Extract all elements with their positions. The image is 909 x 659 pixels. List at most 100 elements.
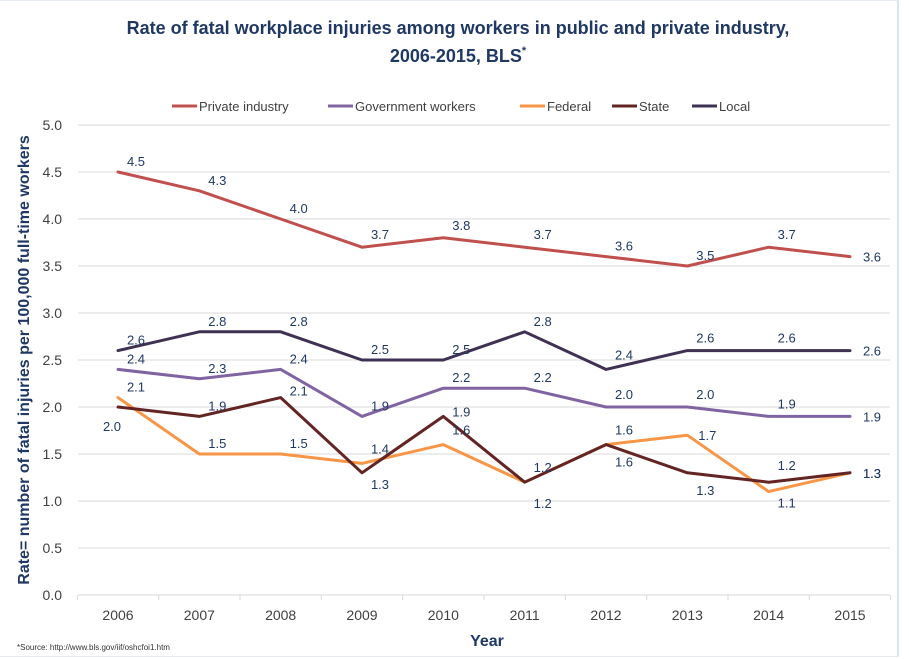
chart-title-line2-text: 2006-2015, BLS [390,46,522,66]
data-label: 2.2 [452,370,470,385]
data-label: 1.4 [371,441,389,456]
data-label: 2.6 [778,331,796,346]
y-tick-label: 2.5 [43,352,63,368]
x-tick-label: 2013 [672,607,703,623]
series-lines [116,170,852,494]
data-label: 3.6 [863,250,881,265]
x-tick-label: 2015 [834,607,865,623]
data-label: 3.7 [534,227,552,242]
x-tick-label: 2008 [265,607,296,623]
data-labels: 4.5 4.3 4.0 3.7 3.8 3.7 3.6 3.5 3.7 3.6 2.4 2.3 2.4 1… [103,154,881,511]
data-label: 2.4 [127,351,145,366]
data-label: 3.6 [615,239,633,254]
legend-item: Federal [520,99,591,114]
legend-item: State [612,99,669,114]
source-note: *Source: http://www.bls.gov/iif/oshcfoi1… [17,643,170,652]
chart-title-superscript: * [522,45,527,57]
data-label: 2.6 [863,344,881,359]
data-label: 2.1 [290,384,308,399]
data-label: 3.5 [696,248,714,263]
data-label: 1.9 [778,396,796,411]
y-tick-label: 1.5 [43,446,63,462]
series-line-federal [116,396,852,494]
x-axis-title: Year [470,633,504,650]
data-label: 2.0 [696,387,714,402]
data-label: 2.4 [615,347,633,362]
data-label: 2.6 [696,331,714,346]
chart-title-line2: 2006-2015, BLS* [390,45,527,66]
data-label: 1.6 [615,455,633,470]
data-label: 4.3 [208,173,226,188]
data-label: 2.2 [534,370,552,385]
data-label: 1.2 [778,458,796,473]
x-tick-label: 2014 [753,607,784,623]
data-label: 1.5 [290,436,308,451]
y-tick-label: 0.5 [43,540,63,556]
data-label: 1.1 [778,496,796,511]
data-label: 1.6 [452,423,470,438]
data-label: 1.3 [863,466,881,481]
x-tick-label: 2010 [428,607,459,623]
y-tick-label: 5.0 [43,117,63,133]
legend-label: State [639,99,669,114]
y-tick-label: 1.0 [43,493,63,509]
data-label: 1.3 [371,477,389,492]
x-tick-label: 2012 [590,607,621,623]
data-label: 2.0 [103,419,121,434]
legend-item: Local [692,99,750,114]
y-axis-title: Rate= number of fatal injuries per 100,0… [16,135,33,585]
legend-label: Local [719,99,750,114]
y-tick-label: 2.0 [43,399,63,415]
series-line-local [116,330,852,371]
data-label: 4.5 [127,154,145,169]
y-tick-label: 3.5 [43,258,63,274]
data-label: 1.2 [534,496,552,511]
data-label: 1.9 [452,404,470,419]
data-label: 2.8 [208,314,226,329]
data-label: 1.5 [208,436,226,451]
data-label: 1.9 [208,398,226,413]
data-label: 2.8 [534,314,552,329]
legend-label: Private industry [199,99,289,114]
x-tick-label: 2007 [184,607,215,623]
data-label: 2.0 [615,387,633,402]
data-label: 1.6 [615,423,633,438]
data-label: 2.3 [208,361,226,376]
legend-label: Government workers [355,99,476,114]
data-label: 1.3 [696,483,714,498]
data-label: 1.9 [371,398,389,413]
legend-item: Private industry [172,99,289,114]
x-tick-label: 2011 [510,607,540,623]
x-axis-ticks: 2006 2007 2008 2009 2010 2011 2012 2013 2014 2015 [76,595,892,623]
data-label: 2.5 [452,342,470,357]
data-label: 1.3 [863,466,881,481]
x-tick-label: 2009 [346,607,377,623]
chart-title-line1: Rate of fatal workplace injuries among w… [127,18,790,38]
data-label: 3.7 [778,227,796,242]
y-tick-label: 3.0 [43,305,63,321]
data-label: 2.8 [290,314,308,329]
legend-label: Federal [547,99,591,114]
x-tick-label: 2006 [102,607,133,623]
data-label: 4.0 [290,201,308,216]
y-tick-label: 4.5 [43,164,63,180]
data-label: 2.1 [127,380,145,395]
data-label: 2.5 [371,342,389,357]
y-tick-label: 0.0 [43,587,63,603]
data-label: 1.9 [863,409,881,424]
series-line-state [116,396,852,484]
y-axis-ticks: 0.0 0.5 1.0 1.5 2.0 2.5 3.0 3.5 4.0 4.5 5.0 [43,117,63,603]
data-label: 2.4 [290,351,308,366]
data-label: 2.6 [127,333,145,348]
legend-item: Government workers [328,99,476,114]
data-label: 1.2 [534,460,552,475]
legend: Private industry Government workers Federa… [172,99,750,114]
data-label: 1.7 [698,428,716,443]
series-line-government-workers [116,367,852,418]
gridlines [78,124,890,596]
y-tick-label: 4.0 [43,211,63,227]
data-label: 3.8 [452,218,470,233]
data-label: 3.7 [371,227,389,242]
